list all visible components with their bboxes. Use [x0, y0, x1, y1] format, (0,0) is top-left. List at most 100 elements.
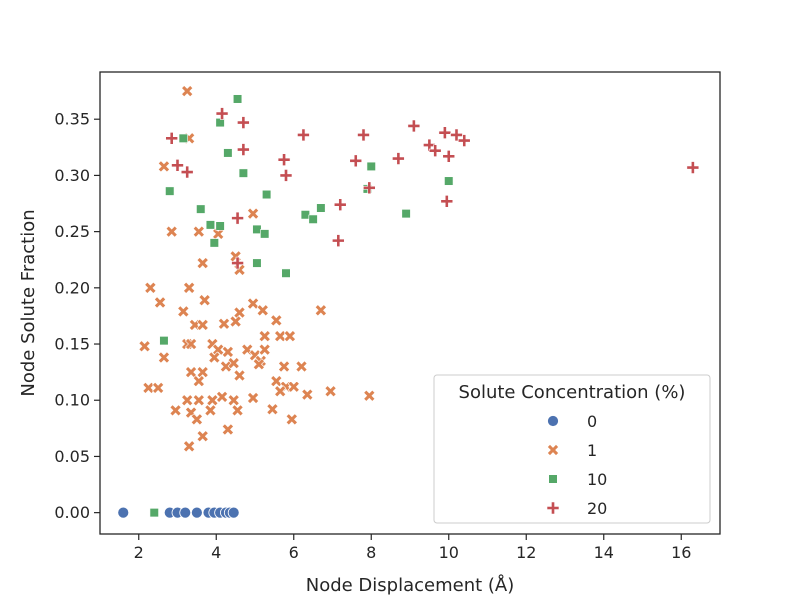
x-tick-label: 2 — [134, 543, 144, 562]
data-point-10 — [401, 209, 411, 219]
data-point-0 — [117, 506, 130, 519]
data-point-10 — [252, 224, 262, 234]
data-point-1 — [283, 330, 296, 343]
data-point-1 — [285, 413, 298, 426]
legend-items: 0 1 10 20 — [546, 412, 607, 518]
y-tick-label: 0.15 — [54, 335, 90, 354]
data-point-10 — [223, 148, 233, 158]
data-point-10 — [232, 94, 243, 104]
legend-box — [433, 374, 711, 524]
data-point-1 — [181, 85, 194, 98]
x-tick-label: 16 — [671, 543, 691, 562]
data-point-20 — [442, 150, 456, 163]
data-point-20 — [332, 234, 345, 247]
data-point-20 — [363, 181, 376, 195]
points-layer — [117, 85, 700, 519]
x-tick-label: 12 — [516, 543, 536, 562]
series-10 — [149, 94, 454, 518]
data-point-1 — [252, 358, 265, 371]
data-point-1 — [217, 317, 231, 330]
data-point-1 — [144, 281, 157, 294]
legend: Solute Concentration (%) 0 1 10 20 — [433, 374, 711, 524]
data-point-1 — [177, 305, 190, 318]
x-ticks: 2 4 6 8 10 12 14 16 — [134, 534, 691, 562]
data-point-1 — [233, 369, 246, 382]
y-tick-label: 0.00 — [54, 503, 90, 522]
data-point-1 — [152, 381, 165, 394]
y-tick-label: 0.05 — [54, 447, 90, 466]
y-axis-label: Node Solute Fraction — [18, 209, 39, 396]
data-point-0 — [179, 506, 192, 519]
data-point-1 — [181, 394, 194, 407]
series-0 — [117, 506, 240, 519]
data-point-10 — [149, 508, 159, 518]
x-tick-label: 8 — [366, 543, 376, 562]
x-axis-label: Node Displacement (Å) — [306, 574, 515, 596]
data-point-1 — [190, 413, 203, 426]
data-point-1 — [363, 389, 376, 402]
data-point-1 — [227, 357, 240, 370]
data-point-0 — [227, 506, 240, 519]
plot-frame — [99, 71, 721, 535]
data-point-20 — [440, 194, 454, 208]
data-point-1 — [216, 390, 229, 403]
data-point-1 — [183, 440, 196, 453]
data-point-1 — [274, 385, 287, 398]
data-point-1 — [287, 380, 300, 393]
data-point-1 — [196, 366, 209, 379]
data-point-20 — [165, 132, 178, 145]
y-tick-label: 0.25 — [54, 222, 90, 241]
data-point-1 — [301, 388, 314, 401]
series-20 — [165, 107, 700, 270]
data-point-20 — [215, 107, 229, 120]
data-point-1 — [154, 296, 167, 309]
data-point-10 — [281, 268, 291, 278]
legend-label: 10 — [587, 470, 607, 489]
data-point-1 — [198, 294, 211, 307]
data-point-10 — [205, 220, 216, 230]
data-point-20 — [237, 116, 250, 129]
data-point-10 — [215, 221, 225, 231]
data-point-10 — [316, 203, 326, 213]
legend-label: 20 — [587, 499, 607, 518]
data-point-1 — [229, 315, 242, 328]
data-point-10 — [238, 168, 248, 178]
data-point-20 — [428, 144, 442, 157]
legend-marker-10 — [548, 474, 558, 484]
data-point-10 — [196, 204, 206, 214]
data-point-10 — [308, 214, 318, 224]
legend-marker-20 — [546, 501, 560, 515]
data-point-10 — [262, 189, 272, 200]
data-point-1 — [270, 375, 283, 388]
data-point-20 — [392, 152, 405, 165]
x-tick-label: 6 — [289, 543, 299, 562]
data-point-1 — [165, 225, 178, 238]
data-point-1 — [233, 306, 246, 319]
data-point-1 — [270, 314, 283, 327]
data-point-20 — [357, 128, 370, 142]
data-point-10 — [165, 186, 175, 196]
data-point-1 — [185, 338, 198, 351]
data-point-20 — [231, 211, 244, 225]
data-point-20 — [171, 158, 184, 172]
data-point-20 — [180, 165, 194, 179]
data-point-1 — [196, 318, 209, 331]
series-1 — [138, 85, 376, 453]
data-point-1 — [212, 343, 225, 356]
x-tick-label: 14 — [594, 543, 614, 562]
data-point-1 — [324, 385, 337, 398]
data-point-20 — [407, 119, 421, 133]
data-point-1 — [192, 375, 205, 388]
y-tick-label: 0.10 — [54, 391, 90, 410]
y-tick-label: 0.35 — [54, 110, 90, 129]
data-point-10 — [444, 176, 454, 186]
x-tick-label: 10 — [439, 543, 459, 562]
data-point-1 — [314, 304, 327, 317]
data-point-1 — [192, 394, 205, 407]
data-point-10 — [260, 229, 270, 239]
data-point-1 — [266, 403, 279, 416]
data-point-20 — [438, 126, 452, 140]
data-point-20 — [279, 169, 293, 182]
data-point-1 — [157, 160, 170, 173]
